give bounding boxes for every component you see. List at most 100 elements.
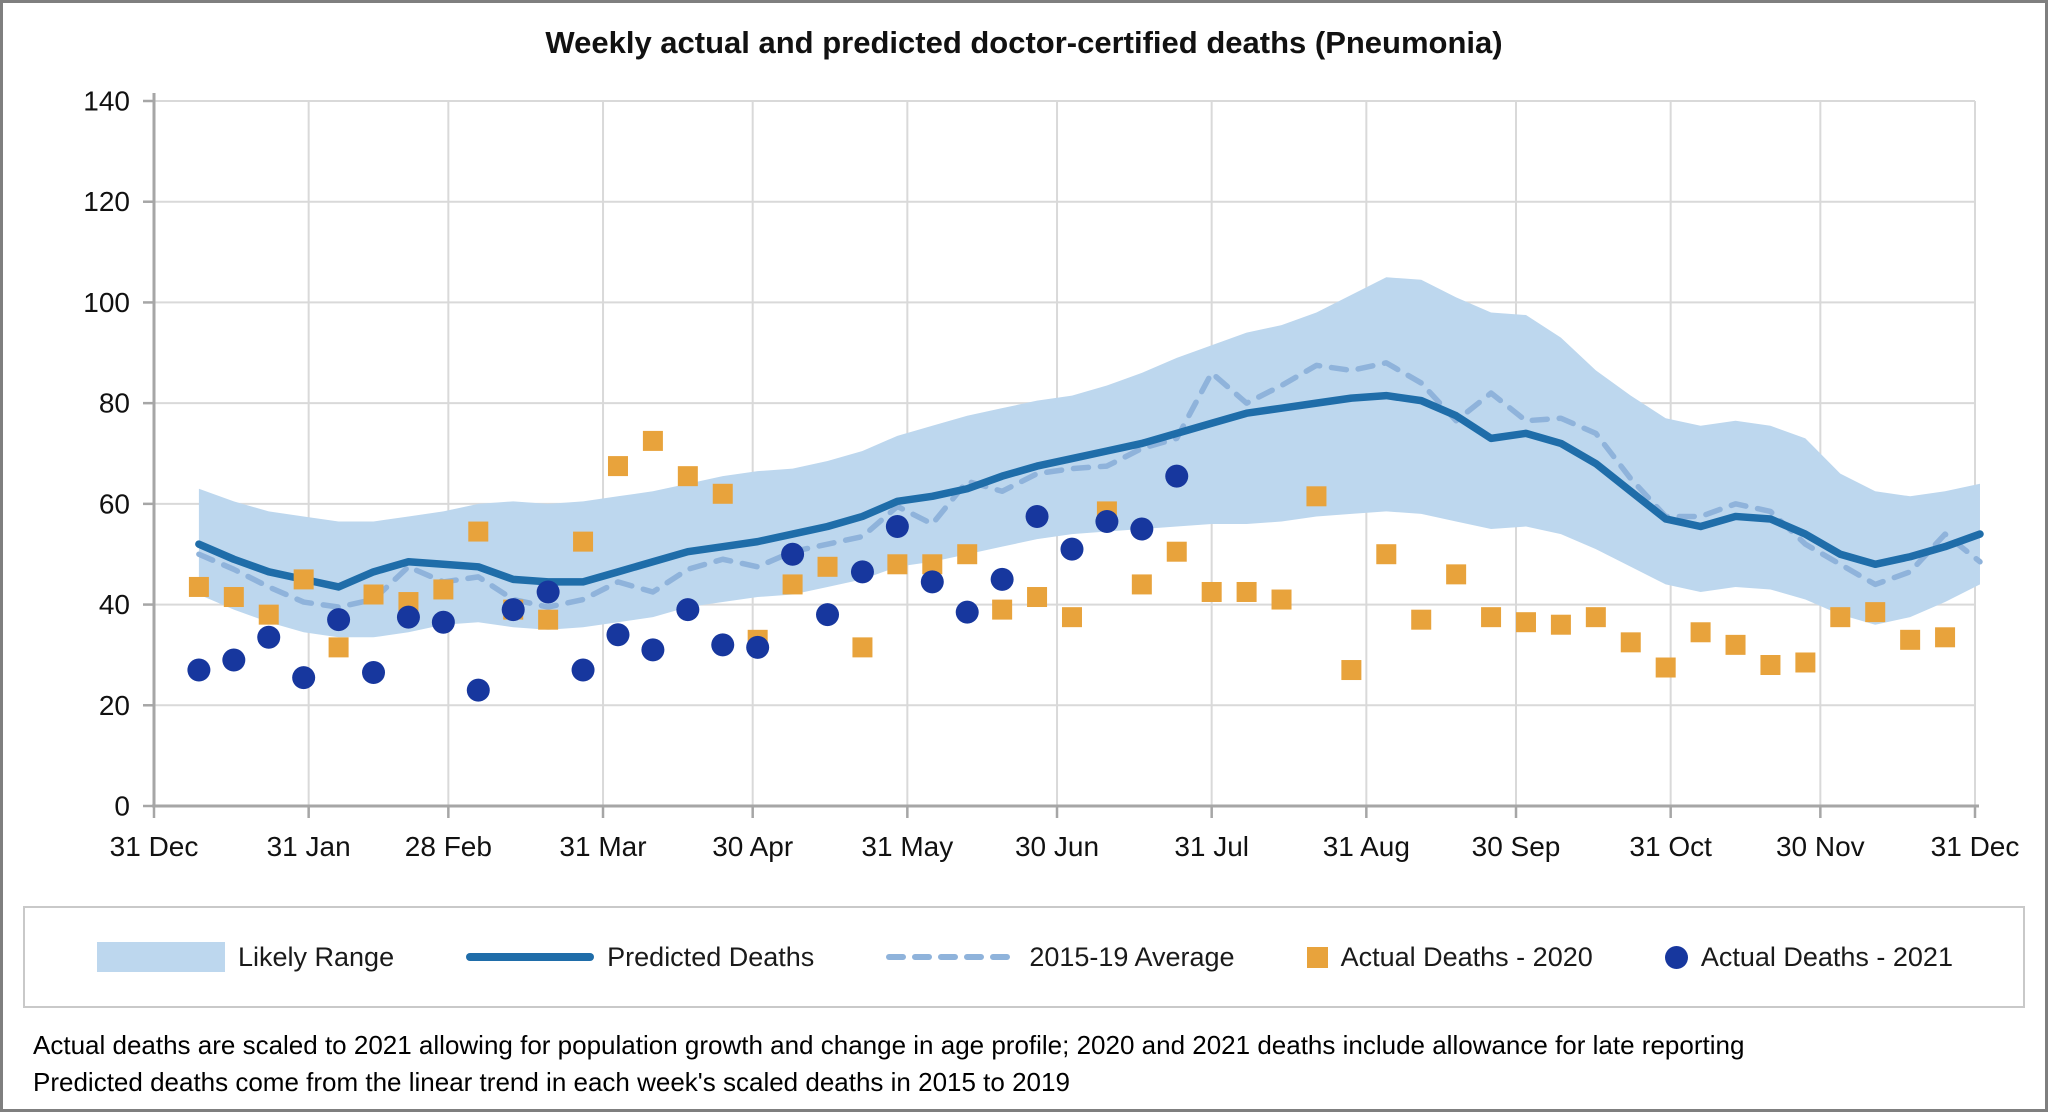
- actual-2020-point: [1411, 609, 1432, 630]
- actual-2021-point: [431, 610, 455, 634]
- footnote-line-2: Predicted deaths come from the linear tr…: [33, 1067, 1070, 1097]
- actual-2020-point: [957, 544, 978, 565]
- actual-2020-point: [1935, 627, 1956, 648]
- actual-2021-point: [990, 567, 1014, 591]
- actual-2020-point: [1166, 541, 1187, 562]
- legend-label: Actual Deaths - 2021: [1700, 941, 1953, 972]
- legend-item-2015-19-average: 2015-19 Average: [886, 942, 1235, 973]
- actual-2021-point: [466, 678, 490, 702]
- actual-2020-point: [188, 576, 209, 597]
- actual-2021-point: [885, 515, 909, 539]
- actual-2021-point: [396, 605, 420, 629]
- actual-2020-point: [607, 456, 628, 477]
- actual-2021-point: [536, 580, 560, 604]
- actual-2020-square-icon: [1306, 946, 1328, 968]
- x-axis-label: 31 Aug: [1323, 831, 1410, 862]
- actual-2020-point: [1585, 607, 1606, 628]
- legend-item-predicted-deaths: Predicted Deaths: [466, 942, 814, 973]
- y-axis-label: 100: [83, 287, 130, 318]
- footnotes: Actual deaths are scaled to 2021 allowin…: [33, 1027, 2023, 1101]
- actual-2021-point: [850, 560, 874, 584]
- actual-2020-point: [1795, 652, 1816, 673]
- actual-2020-point: [1027, 587, 1048, 608]
- chart-legend: Likely Range Predicted Deaths 2015-19 Av…: [23, 906, 2025, 1008]
- actual-2021-circle-icon: [1664, 945, 1688, 969]
- legend-item-actual-2021: Actual Deaths - 2021: [1664, 941, 1953, 973]
- actual-2020-point: [1865, 602, 1886, 623]
- actual-2020-point: [1481, 607, 1502, 628]
- x-axis-label: 30 Jun: [1015, 831, 1099, 862]
- actual-2021-point: [781, 542, 805, 566]
- actual-2020-point: [1900, 629, 1921, 650]
- actual-2021-point: [920, 570, 944, 594]
- actual-2021-point: [676, 598, 700, 622]
- legend-item-actual-2020: Actual Deaths - 2020: [1306, 941, 1593, 973]
- actual-2020-point: [992, 599, 1013, 620]
- y-axis-label: 60: [99, 488, 130, 519]
- predicted-deaths-line: [195, 391, 1984, 591]
- actual-2021-point: [955, 600, 979, 624]
- actual-2021-point: [222, 648, 246, 672]
- actual-2020-point: [1131, 574, 1152, 595]
- actual-2020-point: [922, 554, 943, 575]
- actual-2020-point: [1830, 607, 1851, 628]
- actual-2020-point: [223, 587, 244, 608]
- actual-2020-point: [1446, 564, 1467, 585]
- actual-2021-point: [641, 638, 665, 662]
- actual-2020-point: [363, 584, 384, 605]
- actual-2020-point: [1760, 655, 1781, 675]
- actual-2020-point: [468, 521, 489, 542]
- x-axis-label: 31 Dec: [110, 831, 199, 862]
- actual-2020-point: [433, 579, 454, 600]
- y-axis-label: 40: [99, 589, 130, 620]
- legend-item-likely-range: Likely Range: [97, 942, 394, 973]
- actual-2020-point: [1271, 589, 1292, 610]
- actual-2020-point: [1201, 581, 1222, 602]
- x-axis-label: 30 Nov: [1776, 831, 1865, 862]
- actual-2021-point: [1165, 464, 1189, 488]
- y-axis-label: 80: [99, 388, 130, 419]
- actual-2021-point: [327, 608, 351, 632]
- y-axis-label: 120: [83, 186, 130, 217]
- actual-2020-point: [1725, 634, 1746, 655]
- actual-2021-point: [292, 666, 316, 690]
- average-dashed-swatch-icon: [886, 954, 1017, 960]
- actual-2020-point: [293, 569, 314, 590]
- pneumonia-chart-svg: 0 20 40 60 80 100 120 140 31 Dec 31 Jan 28 Feb 31 M…: [83, 86, 2019, 863]
- x-axis-label: 31 Jan: [267, 831, 351, 862]
- y-axis-label: 20: [99, 690, 130, 721]
- y-axis-label: 140: [83, 86, 130, 117]
- actual-2021-point: [257, 625, 281, 649]
- chart-title: Weekly actual and predicted doctor-certi…: [545, 25, 1503, 60]
- actual-2021-point: [816, 603, 840, 627]
- actual-2020-point: [1550, 614, 1571, 635]
- actual-2020-point: [1690, 622, 1711, 643]
- legend-label: Actual Deaths - 2020: [1340, 941, 1593, 972]
- actual-2020-point: [1620, 632, 1641, 653]
- actual-2021-point: [187, 658, 211, 682]
- actual-2020-point: [1061, 607, 1082, 628]
- average-2015-19-line: [196, 360, 1983, 610]
- actual-2020-point: [852, 637, 873, 658]
- legend-label: Predicted Deaths: [607, 941, 815, 972]
- actual-2020-point: [1341, 660, 1362, 681]
- actual-2021-point: [571, 658, 595, 682]
- likely-range-band-swatch-icon: [97, 942, 225, 972]
- actual-2020-point: [887, 554, 908, 575]
- actual-2020-point: [817, 556, 838, 577]
- actual-2021-point: [606, 623, 630, 647]
- actual-2021-point: [362, 661, 386, 685]
- x-axis-label: 31 Mar: [559, 831, 646, 862]
- y-axis-label: 0: [114, 791, 130, 822]
- actual-2021-point: [711, 633, 735, 657]
- legend-label: Likely Range: [238, 941, 395, 972]
- actual-2020-point: [1306, 486, 1327, 507]
- chart-area: 0 20 40 60 80 100 120 140 31 Dec 31 Jan 28 Feb 31 M…: [3, 3, 2048, 883]
- actual-2021-point: [1130, 517, 1154, 541]
- actual-2020-point: [642, 430, 663, 451]
- actual-2020-point: [258, 604, 279, 625]
- x-axis-label: 31 May: [861, 831, 953, 862]
- actual-2020-point: [538, 609, 559, 630]
- actual-2020-point: [677, 466, 698, 487]
